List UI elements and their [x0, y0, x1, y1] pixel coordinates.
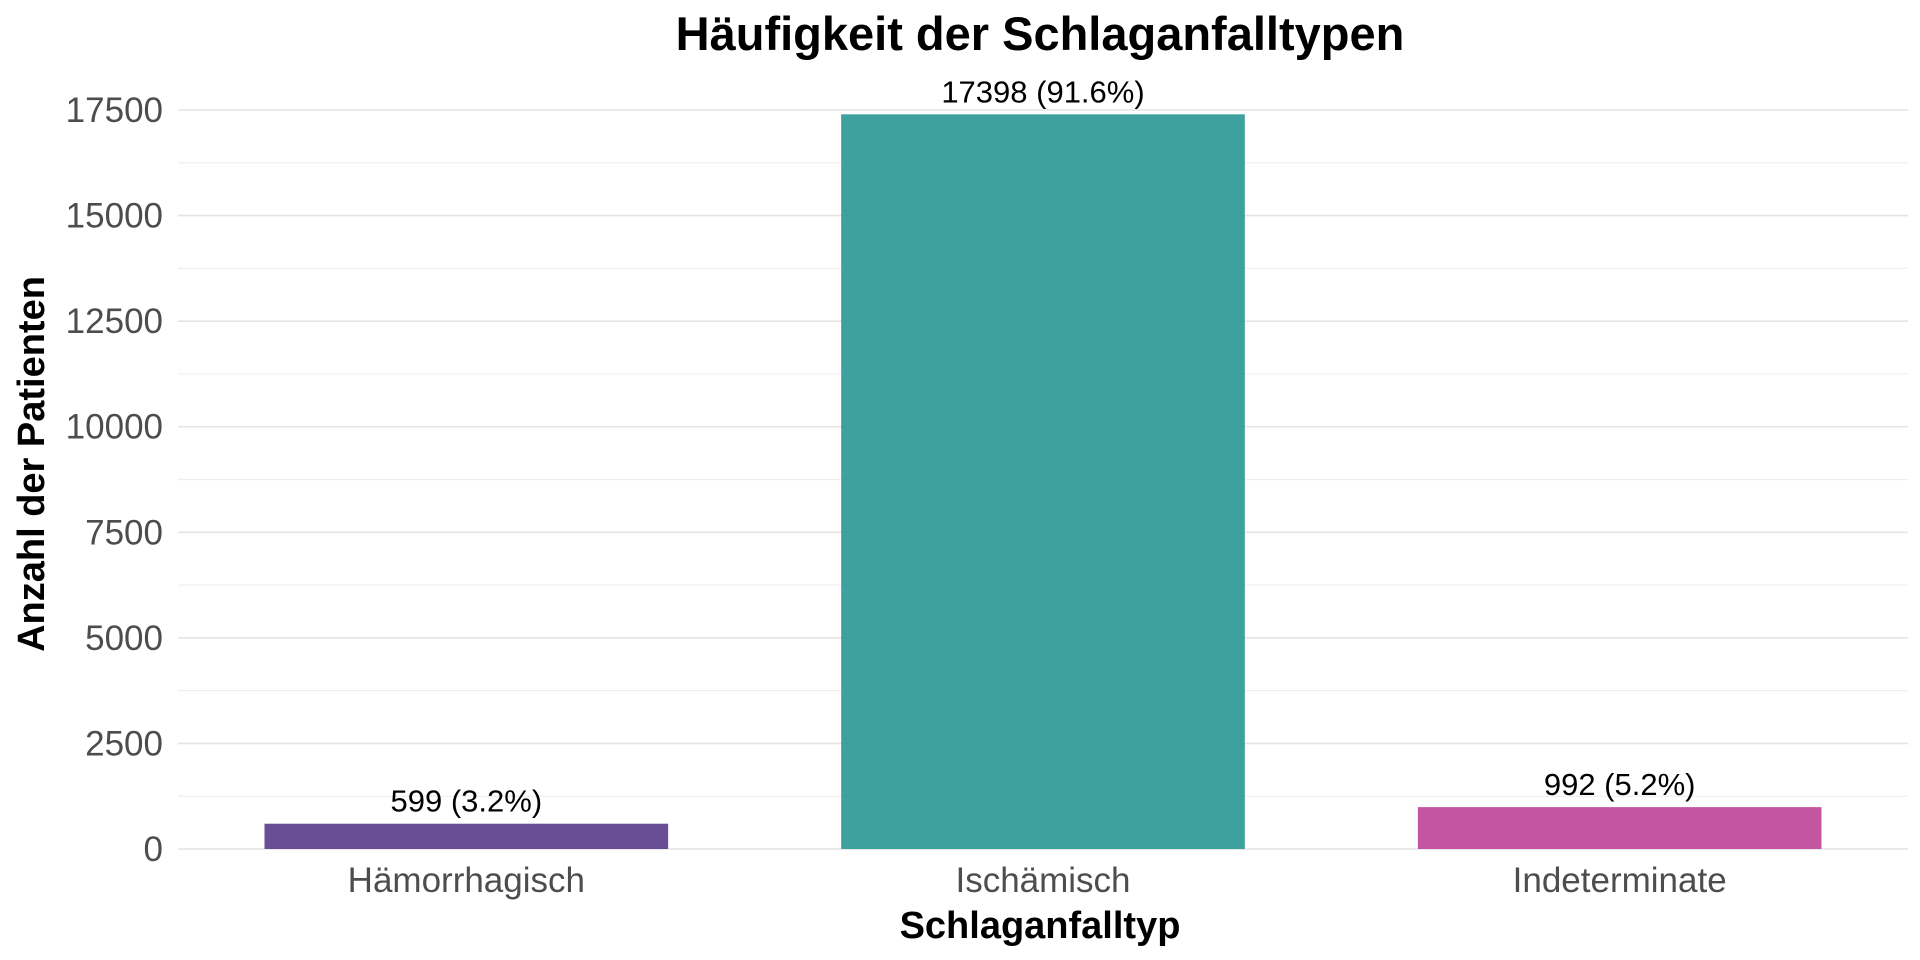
y-tick-label: 10000 — [66, 408, 163, 447]
x-tick-label: Hämorrhagisch — [348, 861, 585, 900]
bar-ischämisch — [841, 114, 1245, 849]
y-axis-ticks: 0 2500 5000 7500 10000 12500 15000 17500 — [66, 91, 163, 869]
y-tick-label: 7500 — [85, 513, 163, 552]
y-tick-label: 5000 — [85, 619, 163, 658]
x-axis-title: Schlaganfalltyp — [900, 905, 1181, 947]
y-tick-label: 12500 — [66, 302, 163, 341]
x-axis-ticks: Hämorrhagisch Ischämisch Indeterminate — [348, 861, 1727, 900]
chart-title: Häufigkeit der Schlaganfalltypen — [676, 7, 1405, 60]
bar-value-label: 599 (3.2%) — [391, 784, 543, 819]
x-tick-label: Ischämisch — [955, 861, 1130, 900]
y-tick-label: 17500 — [66, 91, 163, 130]
bar-indeterminate — [1417, 807, 1822, 849]
data-labels: 599 (3.2%) 17398 (91.6%) 992 (5.2%) — [391, 74, 1696, 818]
y-axis-title: Anzahl der Patienten — [11, 276, 53, 652]
bar-value-label: 992 (5.2%) — [1544, 767, 1696, 802]
x-tick-label: Indeterminate — [1513, 861, 1727, 900]
y-tick-label: 15000 — [66, 197, 163, 236]
bars — [264, 114, 1822, 849]
bar-value-label: 17398 (91.6%) — [941, 74, 1144, 109]
y-tick-label: 0 — [144, 830, 163, 869]
bar-hämorrhagisch — [264, 823, 669, 849]
y-tick-label: 2500 — [85, 724, 163, 763]
